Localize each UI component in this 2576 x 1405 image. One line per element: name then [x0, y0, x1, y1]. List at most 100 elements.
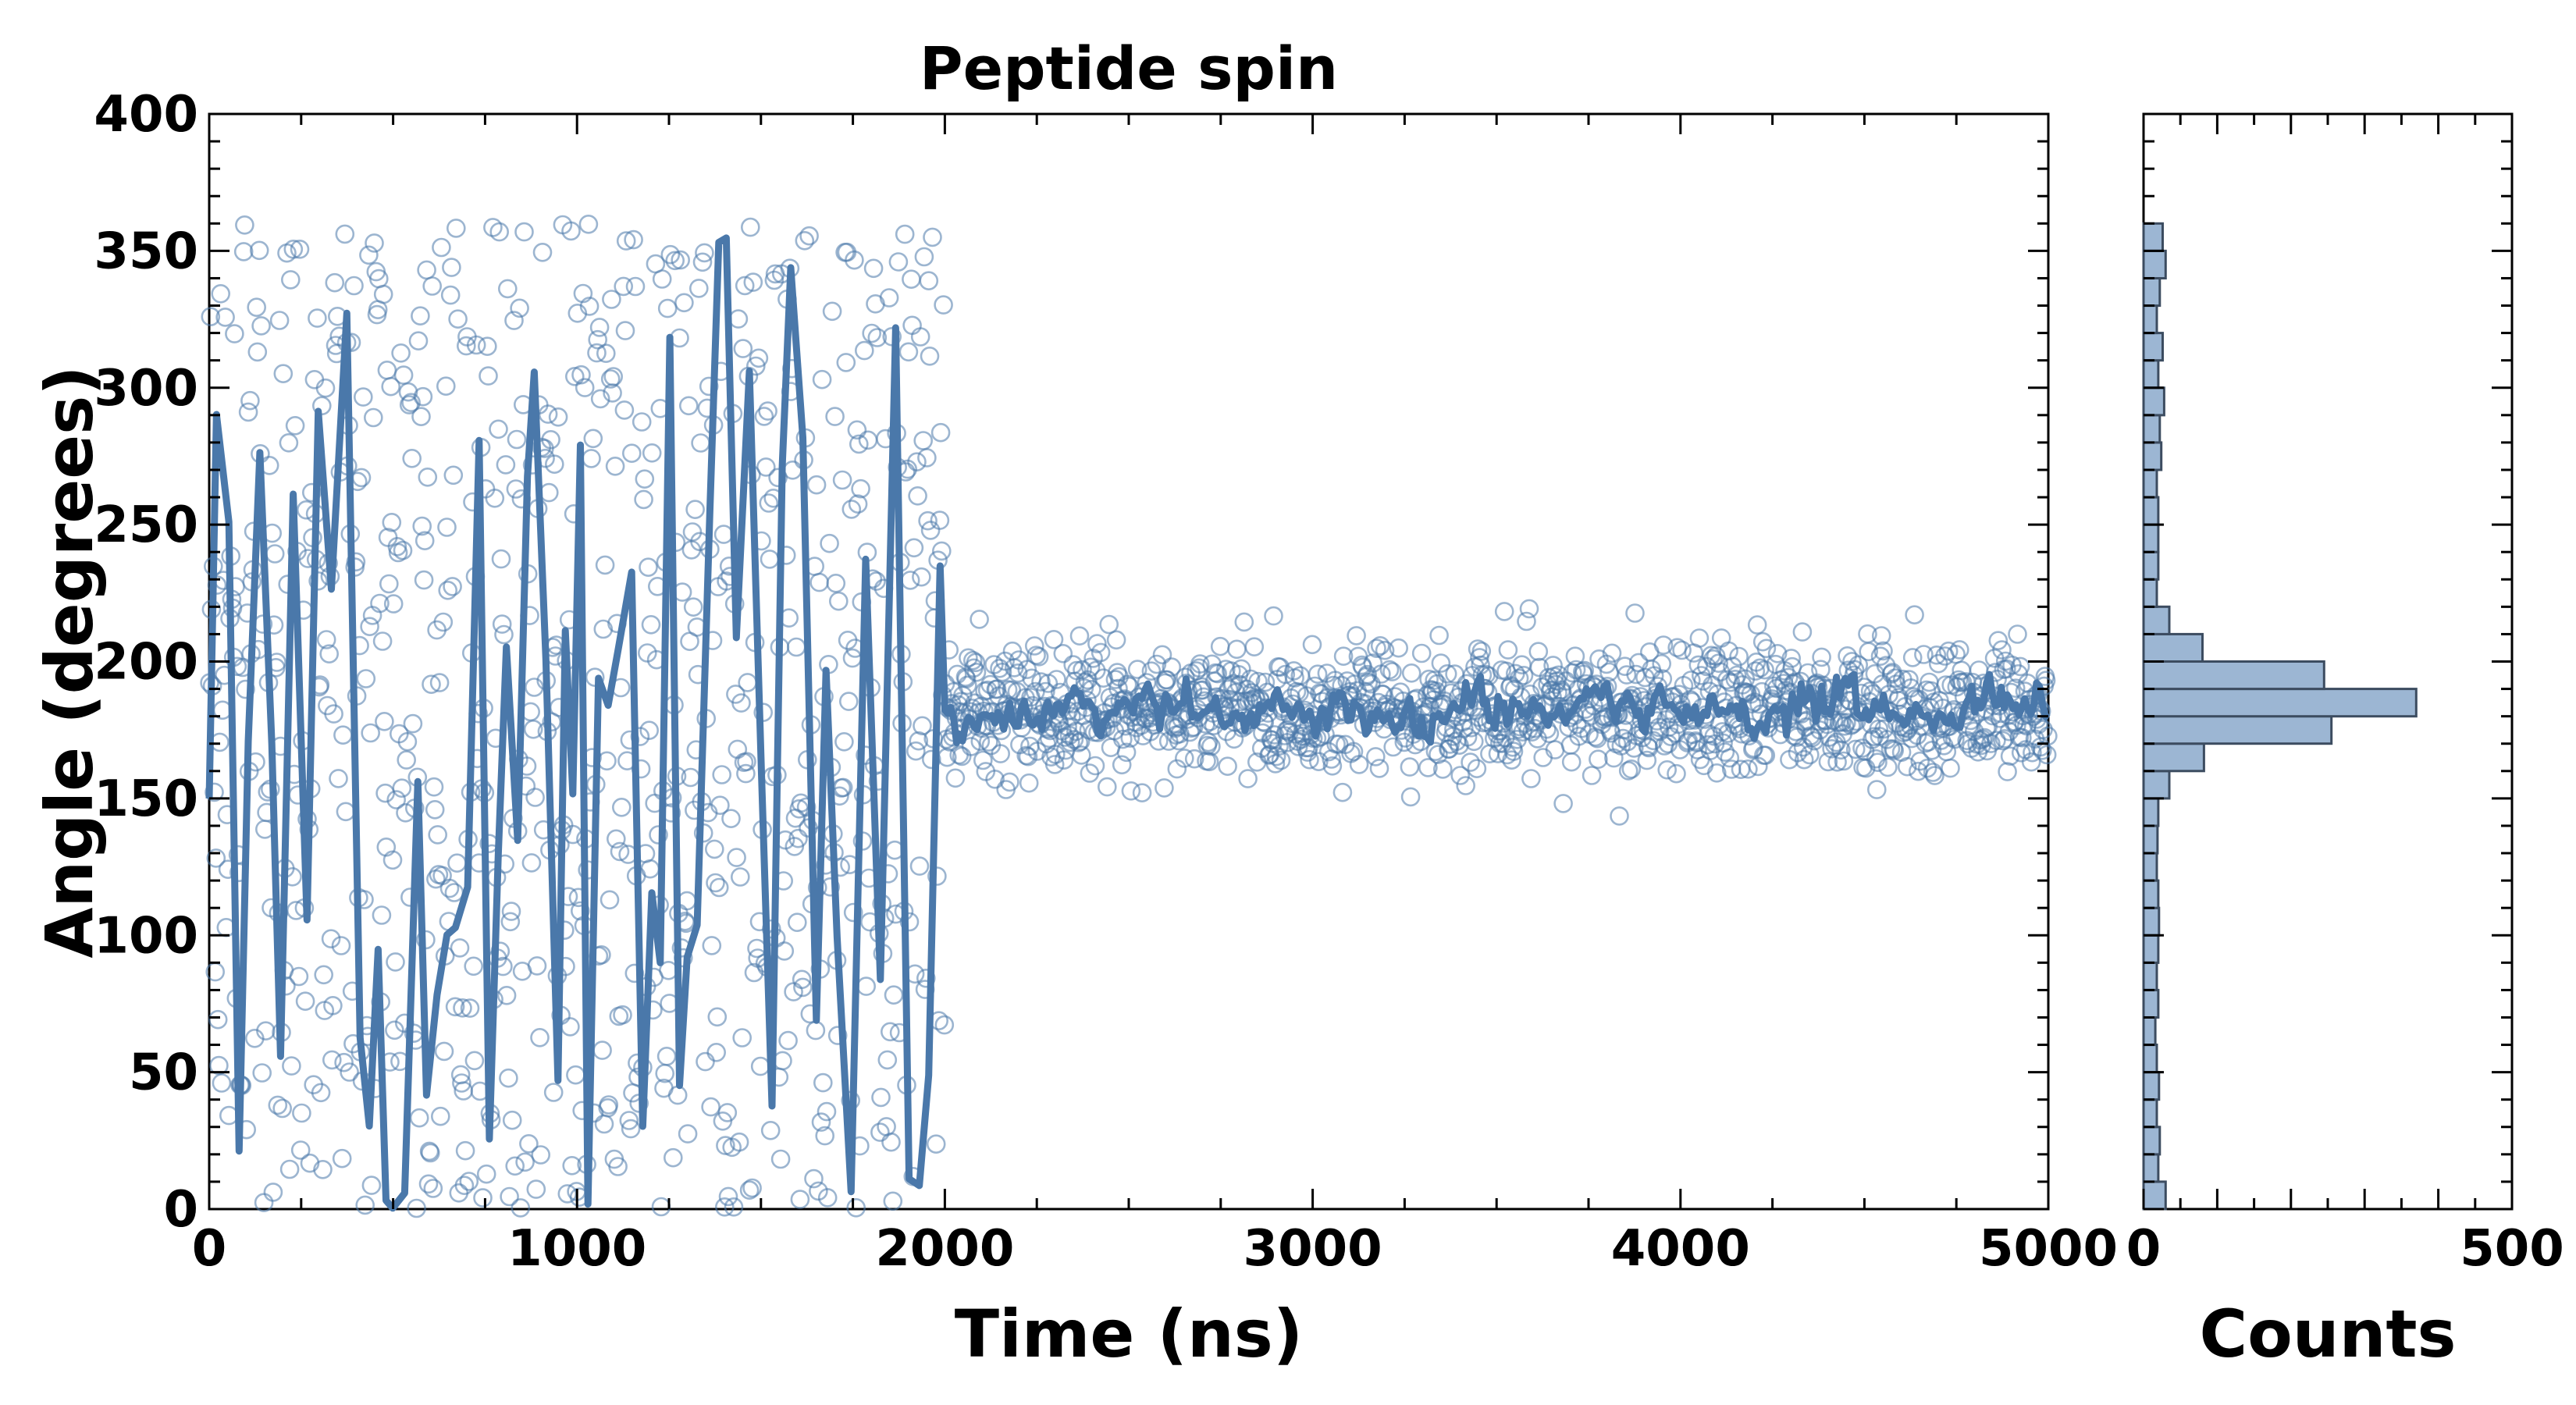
- raw-angle-point: [1383, 737, 1403, 757]
- raw-angle-point: [334, 1052, 354, 1072]
- raw-angle-point: [927, 866, 947, 886]
- raw-angle-point: [1047, 670, 1066, 689]
- raw-angle-point: [1688, 740, 1707, 759]
- raw-angle-point: [411, 407, 431, 427]
- raw-angle-point: [815, 1126, 834, 1146]
- raw-angle-point: [207, 575, 227, 595]
- raw-angle-point: [208, 1009, 228, 1030]
- raw-angle-point: [855, 340, 874, 361]
- raw-angle-point: [1147, 654, 1167, 674]
- raw-angle-point: [525, 678, 544, 697]
- raw-angle-point: [1794, 749, 1814, 770]
- raw-angle-point: [1218, 756, 1237, 777]
- raw-angle-point: [420, 1143, 440, 1163]
- raw-angle-point: [397, 731, 418, 752]
- raw-angle-point: [402, 448, 422, 468]
- raw-angle-point: [325, 272, 345, 293]
- raw-angle-point: [360, 617, 379, 637]
- raw-angle-point: [1715, 742, 1735, 762]
- raw-angle-point: [1060, 732, 1080, 752]
- raw-angle-point: [1521, 769, 1541, 788]
- raw-angle-point: [2005, 678, 2026, 699]
- histogram-bar: [2142, 496, 2160, 526]
- raw-angle-point: [682, 522, 703, 542]
- raw-angle-point: [813, 1072, 833, 1093]
- raw-angle-point: [839, 692, 859, 711]
- raw-angle-point: [432, 237, 451, 258]
- raw-angle-point: [496, 986, 517, 1005]
- raw-angle-point: [263, 1183, 283, 1202]
- raw-angle-point: [1343, 742, 1364, 762]
- raw-angle-point: [770, 1149, 791, 1169]
- raw-angle-point: [2010, 656, 2030, 677]
- raw-angle-point: [849, 434, 869, 454]
- raw-angle-point: [743, 272, 763, 292]
- raw-angle-point: [515, 1152, 535, 1172]
- histogram-bar: [2142, 1126, 2161, 1156]
- raw-angle-point: [619, 1111, 639, 1130]
- raw-angle-point: [635, 469, 655, 489]
- raw-angle-point: [1574, 660, 1594, 681]
- raw-angle-point: [445, 997, 465, 1017]
- raw-angle-point: [1771, 670, 1791, 690]
- raw-angle-point: [1300, 749, 1319, 770]
- raw-angle-point: [397, 750, 417, 770]
- raw-angle-point: [422, 674, 441, 695]
- raw-angle-point: [530, 1028, 550, 1048]
- raw-angle-point: [1072, 745, 1091, 765]
- raw-angle-point: [1778, 667, 1799, 688]
- raw-angle-point: [599, 1095, 619, 1115]
- raw-angle-point: [541, 429, 560, 450]
- y-tick-label: 50: [129, 1044, 198, 1102]
- raw-angle-point: [1845, 739, 1866, 759]
- histogram-bar: [2142, 523, 2160, 553]
- raw-angle-point: [848, 494, 868, 514]
- raw-angle-point: [884, 985, 904, 1005]
- raw-angle-point: [206, 848, 226, 868]
- raw-angle-point: [1044, 629, 1064, 649]
- raw-angle-point: [1653, 635, 1674, 655]
- raw-angle-point: [642, 443, 662, 463]
- raw-angle-point: [883, 1191, 903, 1211]
- raw-angle-point: [822, 301, 842, 322]
- y-tick-label: 150: [94, 770, 198, 828]
- chart-title: Peptide spin: [920, 34, 1338, 103]
- raw-angle-point: [1157, 670, 1177, 690]
- raw-angle-point: [608, 1157, 628, 1176]
- raw-angle-point: [737, 752, 756, 772]
- raw-angle-point: [1382, 662, 1402, 681]
- raw-angle-point: [356, 669, 376, 688]
- raw-angle-point: [456, 336, 476, 356]
- raw-angle-point: [1112, 755, 1132, 775]
- raw-angle-point: [301, 482, 322, 503]
- raw-angle-point: [1923, 763, 1943, 782]
- raw-angle-point: [1756, 638, 1777, 659]
- raw-angle-point: [1503, 742, 1524, 761]
- raw-angle-point: [688, 279, 709, 298]
- raw-angle-point: [706, 1043, 727, 1062]
- raw-angle-point: [442, 258, 461, 277]
- raw-angle-point: [1652, 653, 1671, 674]
- raw-angle-point: [970, 610, 989, 629]
- raw-angle-point: [898, 342, 919, 362]
- histogram-bar: [2142, 222, 2164, 252]
- raw-angle-point: [393, 540, 413, 560]
- raw-angle-point: [1987, 731, 2006, 750]
- raw-angle-point: [438, 580, 458, 600]
- raw-angle-point: [616, 231, 636, 251]
- raw-angle-point: [1617, 665, 1637, 685]
- raw-angle-point: [279, 432, 299, 453]
- raw-angle-point: [321, 929, 341, 948]
- raw-angle-point: [992, 662, 1012, 682]
- raw-angle-point: [845, 250, 864, 270]
- histogram-bar: [2142, 797, 2160, 827]
- raw-angle-point: [2037, 745, 2057, 765]
- histogram-bar: [2142, 688, 2418, 718]
- raw-angle-point: [589, 318, 610, 337]
- raw-angle-point: [639, 720, 660, 741]
- raw-angle-point: [611, 798, 632, 817]
- raw-angle-point: [1266, 746, 1286, 767]
- raw-angle-point: [316, 630, 336, 649]
- raw-angle-point: [1106, 630, 1126, 650]
